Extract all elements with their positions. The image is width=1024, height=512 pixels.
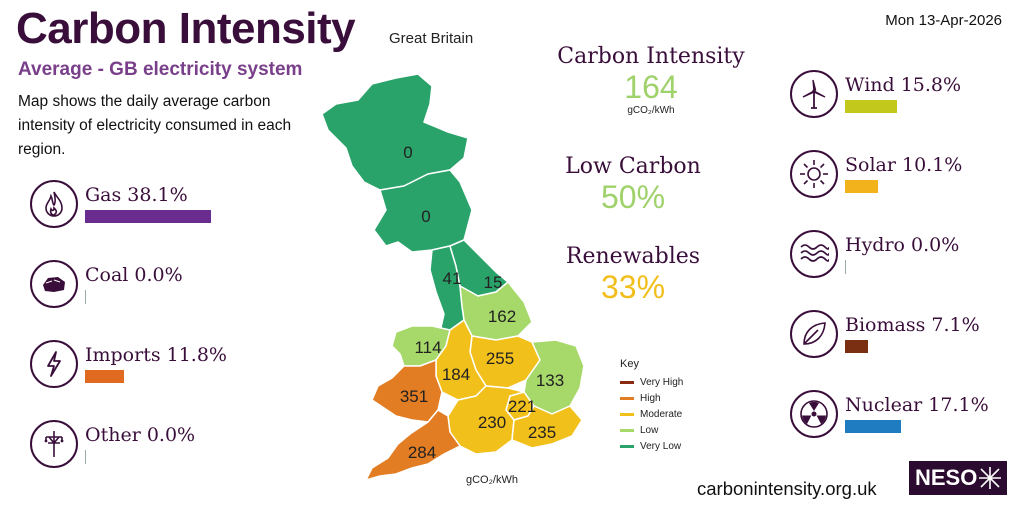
union-flag-icon: [979, 467, 1001, 489]
map-value-south-west: 284: [408, 443, 436, 462]
logo-text: NESO: [915, 465, 978, 490]
fuel-biomass-label: Biomass 7.1%: [845, 314, 980, 336]
fuel-hydro-label: Hydro 0.0%: [845, 234, 960, 256]
map-value-north-east: 15: [484, 273, 503, 292]
map-value-east-midlands: 255: [486, 349, 514, 368]
fuel-hydro-bar: [845, 260, 846, 274]
stat-renewables-value: 33%: [600, 269, 666, 305]
map-value-north-wales: 114: [414, 338, 441, 357]
key-label: High: [640, 392, 661, 404]
key-swatch: [620, 428, 634, 432]
map-description: Map shows the daily average carbon inten…: [18, 93, 292, 158]
map-value-east-england: 133: [536, 371, 564, 390]
stat-low-carbon: Low Carbon 50%: [528, 154, 738, 215]
neso-logo: NESO: [909, 461, 1007, 495]
nuclear-icon: [790, 390, 838, 438]
fuel-other-label: Other 0.0%: [85, 424, 196, 446]
date-label: Mon 13-Apr-2026: [885, 12, 1002, 29]
stat-low-carbon-value: 50%: [600, 179, 666, 215]
map-region-yorkshire: [459, 281, 533, 341]
fuel-wind-bar: [845, 100, 898, 113]
key-label: Low: [640, 424, 659, 436]
key-swatch: [620, 412, 634, 416]
map-unit-label: gCO₂/kWh: [466, 474, 518, 486]
map-value-london: 221: [508, 397, 536, 416]
region-label: Great Britain: [389, 30, 474, 47]
key-item: High: [620, 390, 683, 406]
fuel-coal-label: Coal 0.0%: [85, 264, 183, 286]
key-swatch: [620, 380, 634, 384]
map-region-south-west: [365, 409, 461, 481]
stat-renewables-heading: Renewables: [565, 244, 701, 269]
map-value-yorkshire: 162: [488, 307, 516, 326]
fuel-nuclear-label: Nuclear 17.1%: [845, 394, 989, 416]
map-region-south-east: [511, 405, 583, 449]
map-region-south-wales: [371, 359, 443, 423]
key-item: Low: [620, 422, 683, 438]
stat-renewables: Renewables 33%: [528, 244, 738, 305]
fuel-wind-label: Wind 15.8%: [845, 74, 962, 96]
map-value-north-scotland: 0: [403, 143, 412, 162]
sun-icon: [790, 150, 838, 198]
fuel-gas-label: Gas 38.1%: [85, 184, 188, 206]
key-swatch: [620, 396, 634, 400]
flame-icon: [30, 180, 78, 228]
key-label: Very High: [640, 376, 684, 388]
fuel-biomass-bar: [845, 340, 869, 353]
pylon-icon: [30, 420, 78, 468]
page-subtitle: Average - GB electricity system: [18, 59, 303, 80]
website-link[interactable]: carbonintensity.org.uk: [697, 478, 877, 499]
fuel-solar-bar: [845, 180, 879, 193]
map-value-south-wales: 351: [400, 387, 428, 406]
map-value-south-east: 235: [528, 423, 556, 442]
key-label: Moderate: [640, 408, 683, 420]
stat-intensity-heading: Carbon Intensity: [557, 44, 745, 69]
fuel-solar-label: Solar 10.1%: [845, 154, 963, 176]
lightning-icon: [30, 340, 78, 388]
gb-region-map: 0 0 41 15 162 114 255 184 133 351 221 23…: [321, 73, 585, 481]
water-icon: [790, 230, 838, 278]
key-item: Very Low: [620, 438, 683, 454]
map-value-south-england: 230: [478, 413, 506, 432]
fuel-gas-bar: [85, 210, 211, 223]
key-item: Very High: [620, 374, 683, 390]
fuel-imports-bar: [85, 370, 124, 383]
key-title: Key: [620, 358, 639, 370]
key-item: Moderate: [620, 406, 683, 422]
key-swatch: [620, 444, 634, 448]
fuel-nuclear-bar: [845, 420, 902, 433]
key-label: Very Low: [640, 440, 682, 452]
map-value-west-midlands: 184: [442, 365, 470, 384]
map-key: Key Very High High Moderate Low Very Low: [620, 358, 683, 454]
page-title: Carbon Intensity: [16, 4, 356, 53]
stat-low-carbon-heading: Low Carbon: [565, 154, 701, 179]
map-value-south-scotland: 0: [421, 207, 430, 226]
leaf-icon: [790, 310, 838, 358]
fuel-coal-bar: [85, 290, 86, 304]
wind-turbine-icon: [790, 70, 838, 118]
stat-intensity-unit: gCO₂/kWh: [627, 105, 675, 116]
stat-carbon-intensity: Carbon Intensity 164 gCO₂/kWh: [546, 44, 756, 116]
fuel-other-bar: [85, 450, 86, 464]
stat-intensity-value: 164: [624, 69, 678, 105]
coal-icon: [30, 260, 78, 308]
map-value-north-west: 41: [443, 269, 462, 288]
fuel-imports-label: Imports 11.8%: [85, 344, 227, 366]
